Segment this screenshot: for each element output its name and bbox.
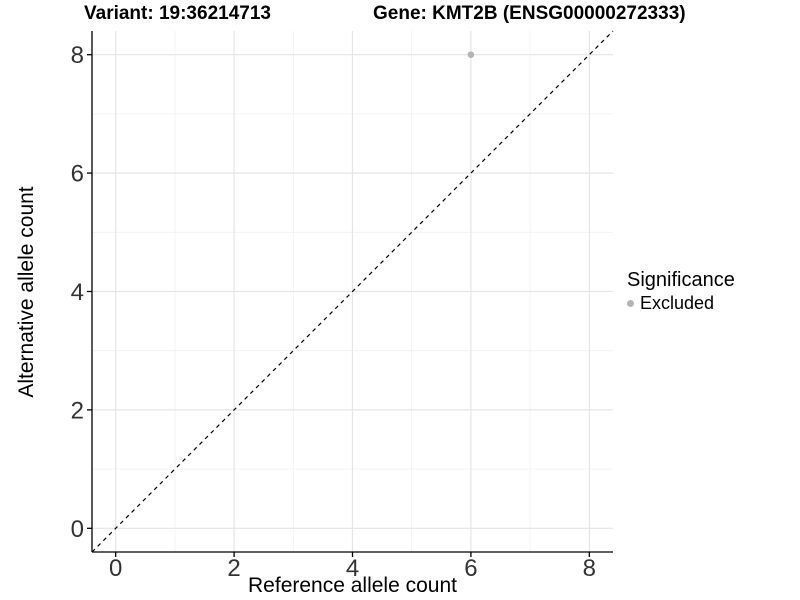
y-tick-label: 6 bbox=[71, 161, 84, 188]
legend: Significance Excluded bbox=[627, 269, 735, 313]
x-axis-title: Reference allele count bbox=[248, 574, 457, 597]
x-tick-label: 2 bbox=[227, 555, 240, 582]
data-point bbox=[467, 51, 475, 58]
y-tick-label: 8 bbox=[71, 42, 84, 69]
x-tick-label: 0 bbox=[109, 555, 122, 582]
y-axis-title: Alternative allele count bbox=[15, 186, 38, 398]
y-tick-label: 4 bbox=[71, 279, 84, 306]
x-tick-label: 4 bbox=[346, 555, 359, 582]
plot-title-variant: Variant: 19:36214713 bbox=[84, 3, 271, 24]
legend-entry-label: Excluded bbox=[640, 293, 715, 313]
legend-point-icon bbox=[627, 300, 634, 307]
y-tick-label: 0 bbox=[71, 516, 84, 543]
legend-title: Significance bbox=[627, 269, 735, 291]
y-tick-label: 2 bbox=[71, 397, 84, 424]
x-tick-label: 8 bbox=[583, 555, 596, 582]
legend-entry-excluded: Excluded bbox=[627, 294, 735, 313]
identity-line bbox=[91, 30, 614, 553]
plot-title-gene: Gene: KMT2B (ENSG00000272333) bbox=[373, 3, 686, 24]
x-tick-label: 6 bbox=[464, 555, 477, 582]
